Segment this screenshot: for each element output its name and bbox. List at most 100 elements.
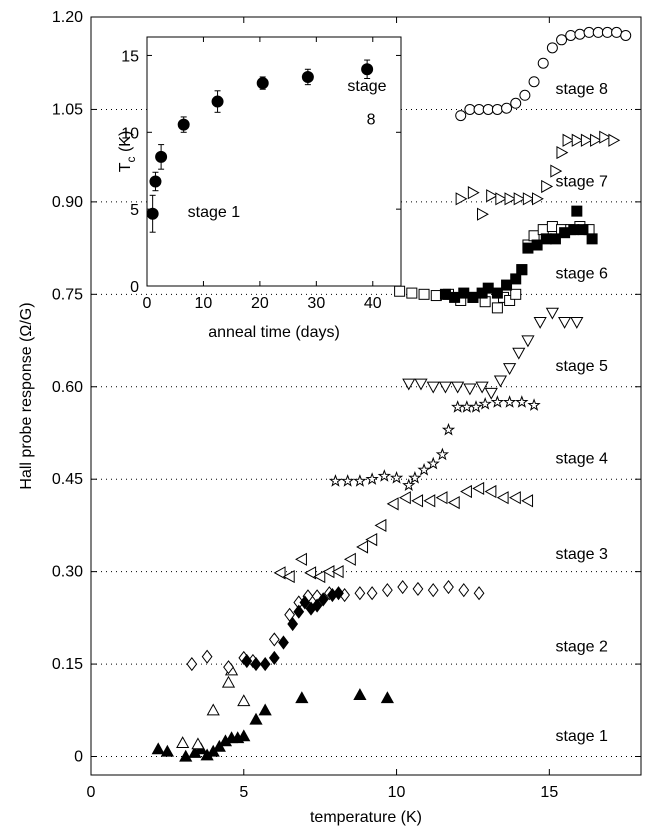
data-point [191,737,205,750]
x-axis-label: temperature (K) [310,809,422,826]
data-point [449,291,461,303]
series-triangle-up-filled [151,688,394,762]
data-point [512,347,526,360]
data-point [333,586,344,601]
data-point [273,566,286,580]
data-point [179,749,193,762]
x-tick-label: 5 [239,784,248,801]
data-point [211,95,224,108]
data-point [341,474,355,487]
y-tick-label: 1.05 [52,101,83,118]
y-tick-label: 0.75 [52,286,83,303]
data-point [365,532,378,547]
data-point [477,207,489,221]
inset-series [146,59,374,233]
data-point [451,400,465,413]
x-tick-label: 15 [540,784,558,801]
data-point [313,569,326,584]
data-point [402,478,416,492]
data-point [565,29,577,41]
data-point [438,381,453,394]
data-point [146,207,159,220]
data-point [510,273,522,285]
data-point [149,175,162,188]
data-point [256,77,269,90]
data-point [160,744,174,757]
stage-label: stage 5 [555,358,608,375]
data-point [295,691,309,704]
data-point [458,583,470,598]
data-point [549,233,561,245]
data-point [537,57,549,69]
series-triangle-left-open [273,481,534,584]
data-point [472,481,485,496]
series-circle-open [455,26,632,122]
data-point [515,395,529,408]
data-point [577,224,589,236]
data-point [295,552,307,566]
data-point [455,192,468,206]
data-point [586,233,598,245]
data-point [490,395,505,408]
data-point [510,97,522,109]
stage-label: stage 8 [555,81,608,98]
data-point [451,381,465,394]
data-point [546,221,558,233]
data-point [491,302,503,314]
inset-x-tick-label: 0 [143,295,152,312]
data-point [556,34,568,46]
data-point [590,133,602,147]
data-point [527,398,541,411]
data-point [583,26,595,38]
series-star-open [328,395,541,492]
data-point [366,586,378,601]
data-point [382,583,393,598]
data-point [402,378,416,391]
data-point [268,650,280,665]
data-point [377,469,391,482]
data-point [473,103,485,115]
data-point [508,491,521,505]
data-point [237,694,251,707]
series-triangle-down-open [402,307,584,400]
data-point [155,150,168,163]
stage-label: stage 4 [555,451,608,468]
inset-y-tick-label: 10 [121,125,139,142]
data-point [250,656,262,672]
data-point [620,29,632,41]
inset-y-tick-label: 0 [130,279,139,296]
data-point [458,287,470,299]
data-point [441,422,456,436]
data-point [522,242,534,254]
data-point [354,586,366,601]
data-point [537,224,549,236]
data-point [531,239,543,251]
data-point [484,484,497,499]
inset-y-label-subscript: c [124,157,138,163]
data-point [293,604,305,619]
data-point [287,616,299,632]
data-point [282,569,295,584]
stage-label: stage 6 [555,266,608,283]
inset-x-tick-label: 20 [251,295,269,312]
y-tick-label: 0.60 [52,379,83,396]
inset-x-tick-label: 40 [364,295,382,312]
data-point [501,279,513,291]
data-point [521,494,534,508]
data-point [541,179,554,194]
data-point [559,227,571,239]
data-point [510,288,522,300]
data-point [495,192,508,206]
data-point [365,472,379,485]
data-point [353,688,367,700]
data-point [504,294,516,306]
data-point [608,133,621,147]
data-point [249,712,263,725]
inset-y-tick-label: 15 [121,48,139,65]
data-point [201,649,213,664]
series-square-filled [439,205,598,303]
data-point [259,656,271,672]
data-point [411,494,424,508]
data-point [394,285,406,297]
data-point [571,133,584,147]
